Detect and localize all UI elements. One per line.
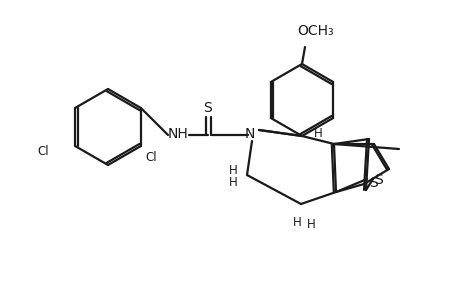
Text: NH: NH (167, 127, 188, 141)
Text: Cl: Cl (145, 151, 156, 164)
Text: H: H (306, 218, 315, 230)
Text: S: S (368, 176, 377, 190)
Text: H: H (228, 164, 237, 176)
Text: H: H (228, 176, 237, 188)
Text: H: H (313, 127, 322, 140)
Text: S: S (374, 173, 382, 187)
Text: OCH₃: OCH₃ (297, 24, 334, 38)
Text: N: N (244, 127, 255, 141)
Text: S: S (203, 101, 212, 115)
Text: H: H (292, 215, 301, 229)
Text: Cl: Cl (37, 145, 49, 158)
